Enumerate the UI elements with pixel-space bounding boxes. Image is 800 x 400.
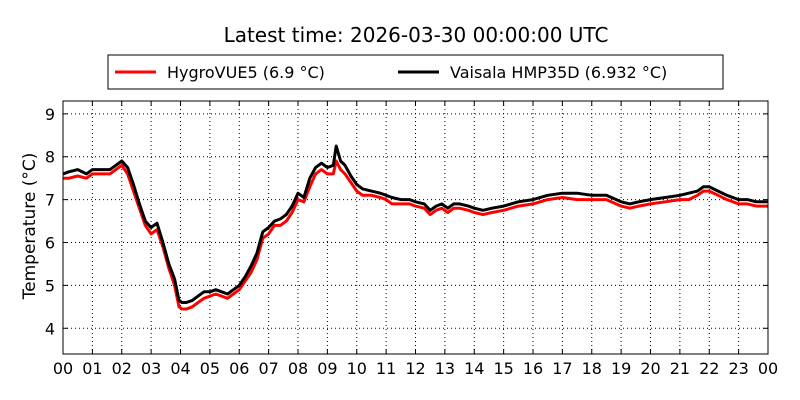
y-axis: 4 5 6 7 8 9	[45, 105, 768, 338]
x-tick-label: 01	[82, 359, 102, 378]
x-tick-label: 00	[53, 359, 73, 378]
x-tick-label: 13	[435, 359, 455, 378]
gridlines	[63, 101, 768, 354]
chart-title: Latest time: 2026-03-30 00:00:00 UTC	[224, 23, 609, 47]
x-tick-label: 09	[317, 359, 337, 378]
x-tick-label: 23	[728, 359, 748, 378]
y-tick-label: 7	[45, 191, 55, 210]
x-tick-label: 04	[170, 359, 190, 378]
x-tick-label: 19	[611, 359, 631, 378]
x-tick-label: 06	[229, 359, 249, 378]
y-tick-label: 9	[45, 105, 55, 124]
y-axis-label: Temperature (°C)	[20, 153, 40, 301]
plot-frame	[62, 100, 769, 355]
x-tick-label: 07	[258, 359, 278, 378]
x-tick-label: 21	[670, 359, 690, 378]
x-tick-label: 16	[523, 359, 543, 378]
x-tick-label: 05	[200, 359, 220, 378]
x-tick-label: 08	[288, 359, 308, 378]
x-tick-label: 18	[582, 359, 602, 378]
y-tick-label: 5	[45, 276, 55, 295]
x-tick-label: 15	[493, 359, 513, 378]
plot-lines	[62, 144, 768, 311]
x-tick-label: 14	[464, 359, 484, 378]
legend-label-hygrovue5: HygroVUE5 (6.9 °C)	[167, 63, 325, 82]
x-tick-label: 11	[376, 359, 396, 378]
x-axis: 00 01 02 03 04 05 06 07 08 09 10 11 12 13 14 15 16 17 18 19…	[53, 101, 778, 378]
x-tick-label: 20	[640, 359, 660, 378]
x-tick-label: 17	[552, 359, 572, 378]
x-tick-label: 10	[347, 359, 367, 378]
legend: HygroVUE5 (6.9 °C) Vaisala HMP35D (6.932…	[107, 54, 724, 90]
series-line-vaisala	[62, 144, 768, 304]
x-tick-label: 00	[758, 359, 778, 378]
y-tick-label: 4	[45, 319, 55, 338]
series-line-hygrovue5	[63, 159, 768, 311]
legend-label-vaisala: Vaisala HMP35D (6.932 °C)	[450, 63, 667, 82]
y-tick-label: 8	[45, 148, 55, 167]
x-tick-label: 22	[699, 359, 719, 378]
x-tick-label: 03	[141, 359, 161, 378]
x-tick-label: 12	[405, 359, 425, 378]
y-tick-label: 6	[45, 234, 55, 253]
x-tick-label: 02	[112, 359, 132, 378]
